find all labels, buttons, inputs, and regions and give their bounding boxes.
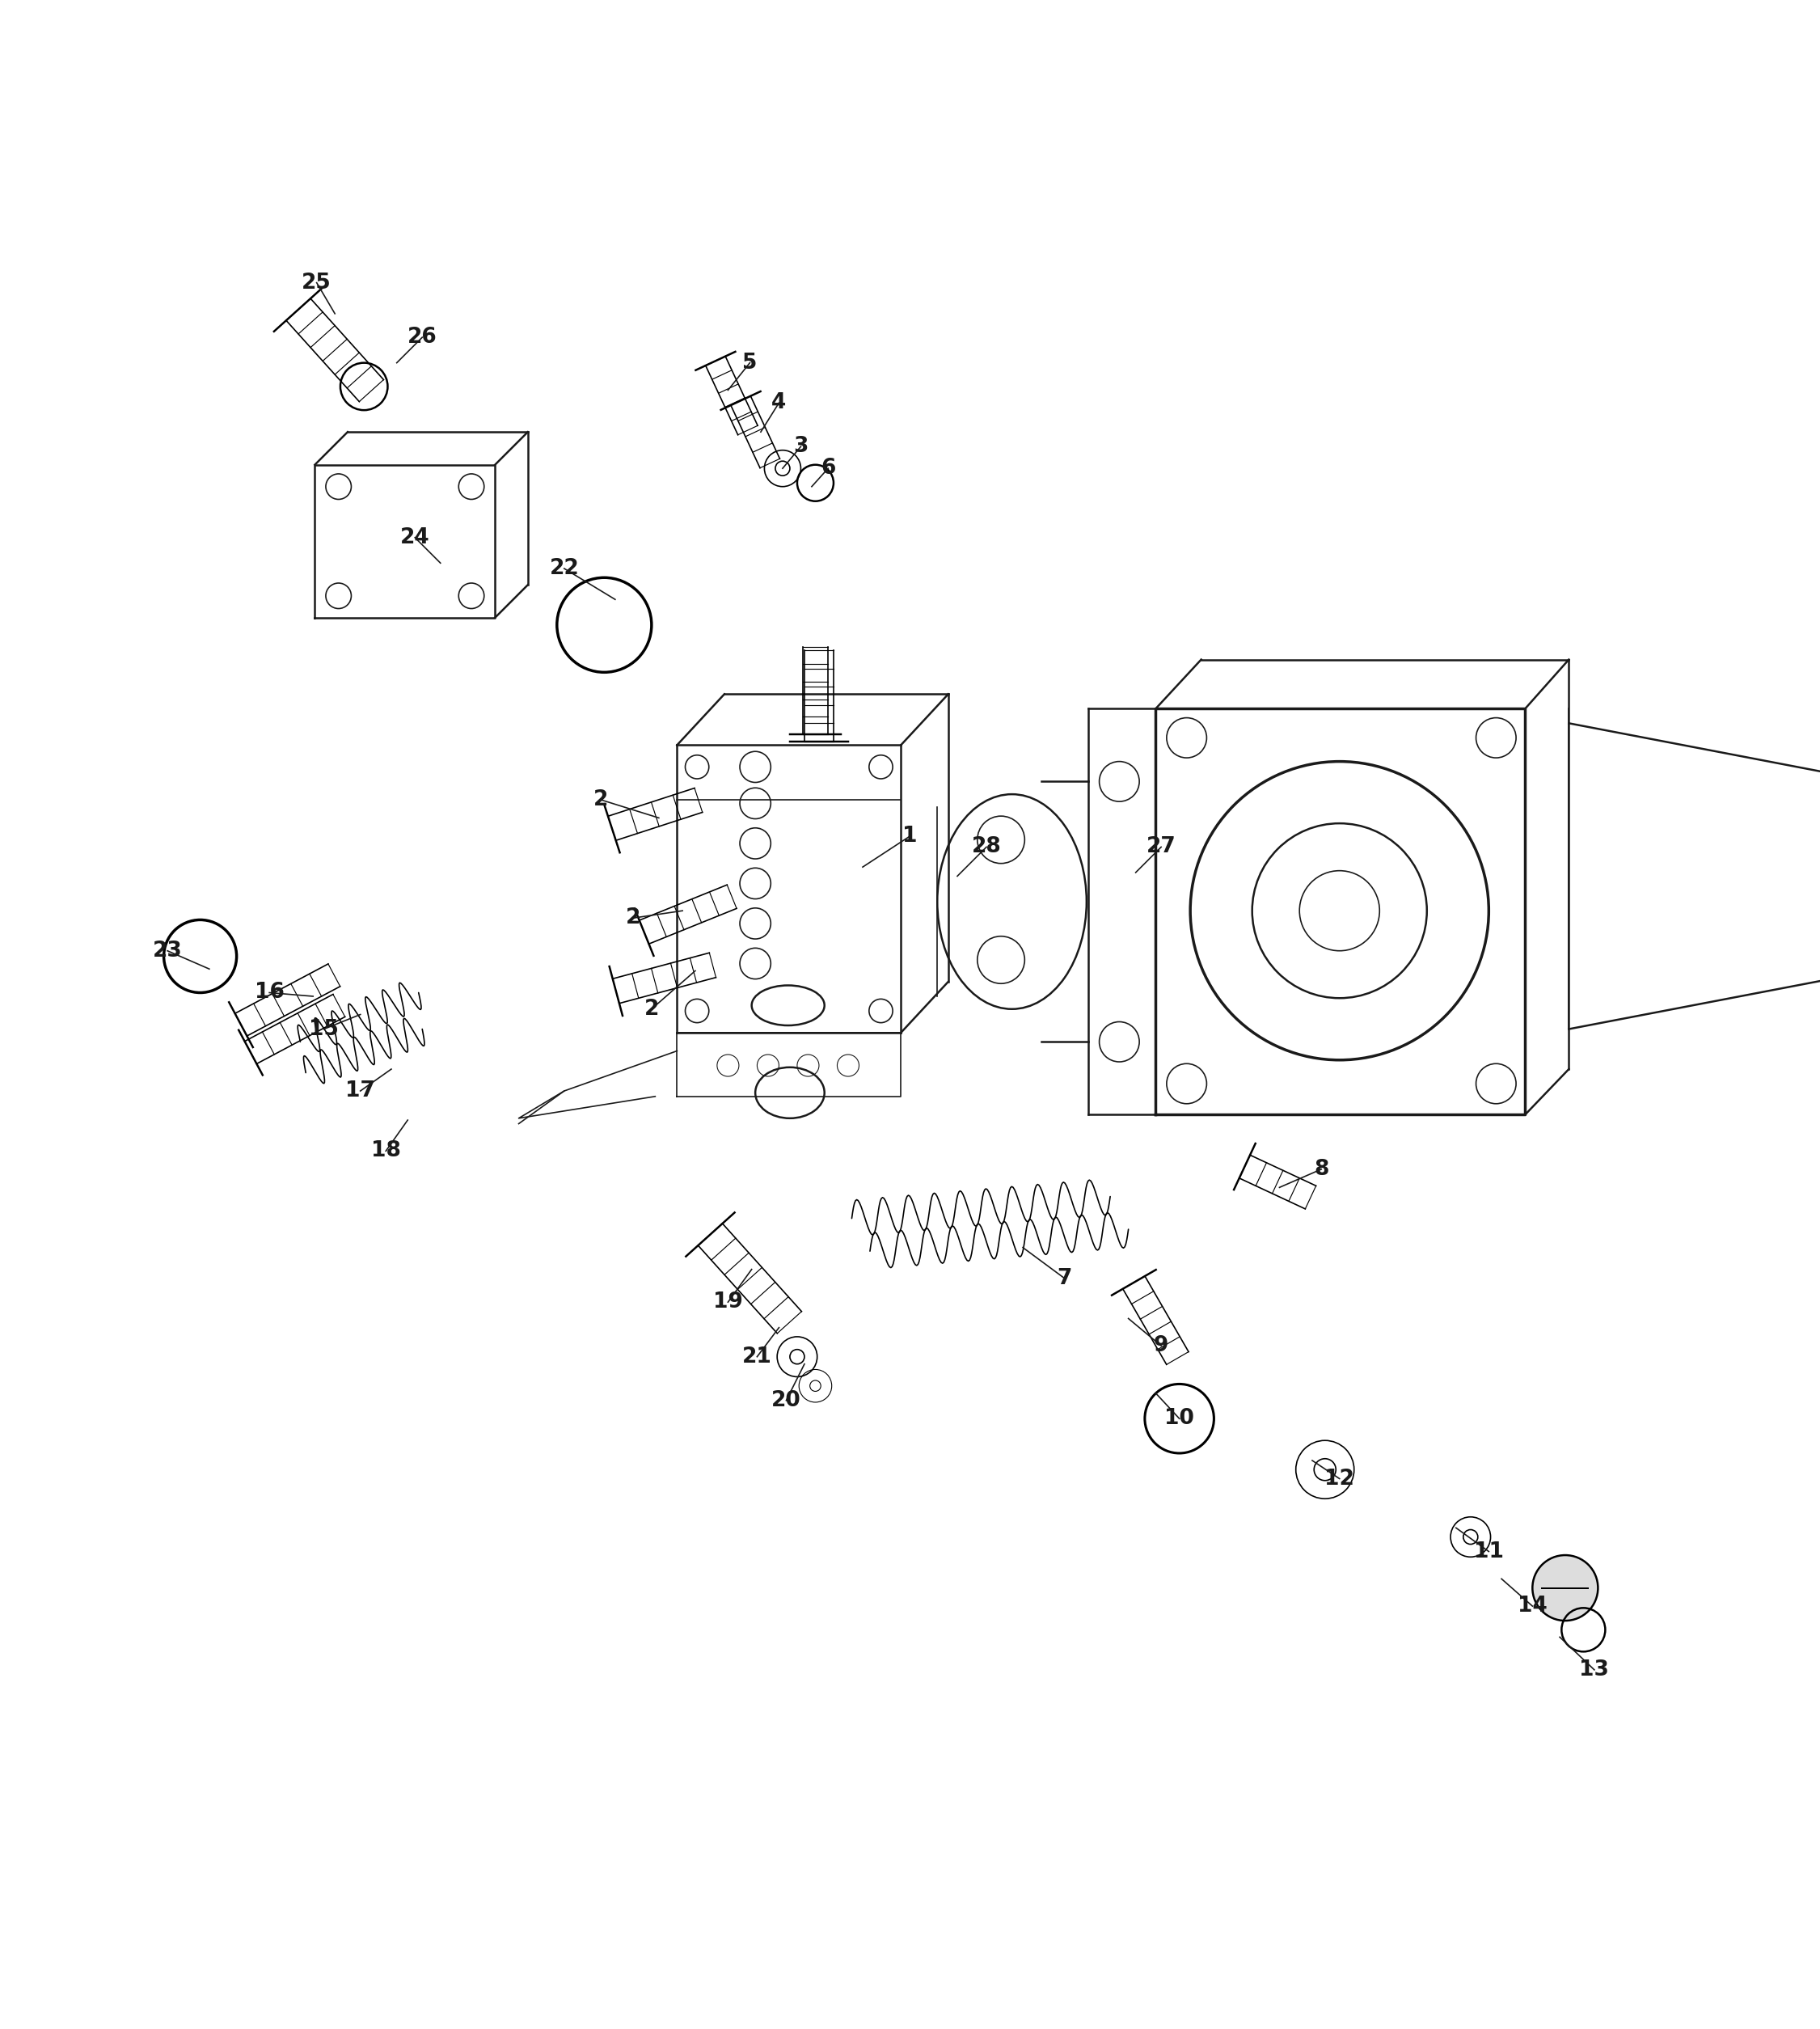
Text: 12: 12 bbox=[1325, 1469, 1354, 1489]
Text: 7: 7 bbox=[1057, 1268, 1072, 1288]
Text: 19: 19 bbox=[713, 1292, 743, 1313]
Text: 6: 6 bbox=[821, 459, 835, 479]
Text: 20: 20 bbox=[772, 1390, 801, 1410]
Text: 2: 2 bbox=[626, 907, 641, 929]
Text: 21: 21 bbox=[743, 1345, 772, 1368]
Text: 1: 1 bbox=[903, 826, 917, 846]
Text: 5: 5 bbox=[743, 353, 757, 373]
Text: 23: 23 bbox=[153, 939, 182, 962]
Text: 15: 15 bbox=[309, 1019, 339, 1039]
Text: 16: 16 bbox=[255, 982, 284, 1002]
Text: 2: 2 bbox=[644, 998, 659, 1019]
Text: 4: 4 bbox=[772, 392, 786, 414]
Text: 2: 2 bbox=[593, 789, 608, 810]
Text: 11: 11 bbox=[1474, 1540, 1503, 1562]
Text: 27: 27 bbox=[1147, 836, 1176, 858]
Text: 28: 28 bbox=[972, 836, 1001, 858]
Text: 25: 25 bbox=[302, 272, 331, 294]
Text: 18: 18 bbox=[371, 1140, 400, 1161]
Text: 17: 17 bbox=[346, 1079, 375, 1102]
Text: 22: 22 bbox=[550, 558, 579, 578]
Text: 14: 14 bbox=[1518, 1595, 1547, 1617]
Text: 24: 24 bbox=[400, 528, 430, 548]
Text: 10: 10 bbox=[1165, 1408, 1194, 1428]
Text: 26: 26 bbox=[408, 327, 437, 347]
Text: 3: 3 bbox=[794, 436, 808, 457]
Text: 13: 13 bbox=[1580, 1660, 1609, 1680]
Circle shape bbox=[1532, 1554, 1598, 1621]
Text: 9: 9 bbox=[1154, 1335, 1168, 1355]
Text: 8: 8 bbox=[1314, 1159, 1329, 1179]
